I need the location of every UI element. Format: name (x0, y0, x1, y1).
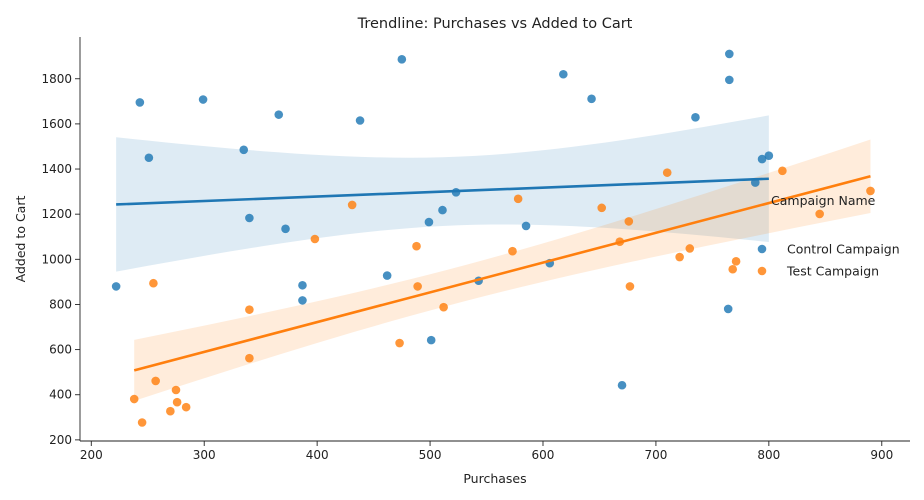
y-tick-label: 1400 (41, 162, 72, 176)
data-point (513, 194, 523, 204)
trend-lines (116, 174, 871, 372)
trend-line (133, 174, 871, 372)
data-point (412, 241, 421, 251)
legend-marker (757, 244, 767, 254)
data-point (245, 213, 254, 223)
x-tick-label: 500 (419, 448, 442, 462)
scatter-points (111, 49, 875, 427)
data-point (559, 69, 568, 79)
data-point (413, 282, 422, 291)
x-axis-title: Purchases (463, 471, 526, 486)
data-point (725, 49, 734, 59)
y-tick-label: 1200 (41, 207, 72, 221)
y-ticks: 200 400 600 800 1000 1200 1400 1600 1800 (41, 72, 80, 447)
trend-line (116, 177, 769, 206)
data-point (129, 394, 139, 404)
data-point (521, 221, 531, 231)
y-tick-label: 800 (49, 297, 72, 311)
confidence-band (116, 115, 769, 272)
data-point (691, 113, 700, 122)
x-tick-label: 800 (757, 448, 780, 462)
y-tick-label: 1800 (41, 72, 72, 86)
data-point (624, 217, 634, 226)
x-tick-label: 400 (306, 448, 329, 462)
data-point (135, 98, 145, 107)
axes (79, 37, 910, 442)
data-point (723, 304, 733, 314)
y-tick-label: 400 (49, 388, 72, 402)
confidence-band (134, 139, 871, 401)
data-point (239, 145, 249, 155)
data-point (347, 200, 357, 210)
data-point (815, 209, 824, 219)
data-point (149, 278, 158, 288)
data-point (866, 186, 875, 196)
data-point (245, 305, 254, 314)
data-point (757, 154, 767, 164)
data-point (395, 338, 404, 348)
y-tick-label: 1000 (41, 252, 72, 266)
confidence-bands (116, 115, 871, 401)
data-point (382, 271, 392, 280)
y-tick-label: 1600 (41, 117, 72, 131)
x-tick-label: 700 (644, 448, 667, 462)
data-point (617, 380, 627, 390)
data-point (166, 406, 175, 416)
legend-title: Campaign Name (771, 193, 876, 208)
legend-label: Test Campaign (786, 264, 879, 279)
data-point (625, 282, 635, 291)
data-point (662, 168, 672, 177)
data-point (397, 55, 407, 64)
data-point (597, 203, 607, 213)
data-point (439, 302, 448, 312)
data-point (675, 252, 684, 262)
data-point (508, 246, 517, 256)
data-point (731, 257, 741, 266)
data-point (725, 75, 734, 85)
data-point (778, 166, 787, 176)
data-point (298, 280, 307, 290)
data-point (198, 95, 208, 104)
data-point (426, 335, 436, 345)
data-point (685, 244, 695, 253)
data-point (587, 94, 596, 104)
x-tick-label: 900 (870, 448, 893, 462)
data-point (181, 402, 191, 412)
x-tick-label: 200 (80, 448, 103, 462)
y-tick-label: 600 (49, 343, 72, 357)
legend-label: Control Campaign (787, 242, 900, 257)
x-tick-label: 600 (532, 448, 555, 462)
data-point (281, 224, 290, 234)
data-point (111, 282, 121, 291)
data-point (355, 116, 365, 125)
legend-marker (757, 266, 767, 276)
data-point (137, 418, 147, 427)
data-point (438, 205, 447, 215)
data-point (310, 234, 320, 244)
data-point (171, 385, 181, 395)
y-tick-label: 200 (49, 433, 72, 447)
y-axis-title: Added to Cart (13, 196, 28, 283)
data-point (764, 151, 774, 161)
chart-title: Trendline: Purchases vs Added to Cart (357, 16, 633, 32)
data-point (245, 353, 254, 363)
x-ticks: 200 300 400 500 600 700 800 900 (80, 441, 893, 462)
data-point (274, 110, 284, 119)
data-point (298, 296, 307, 305)
data-point (144, 153, 154, 163)
data-point (172, 397, 182, 407)
x-tick-label: 300 (193, 448, 216, 462)
data-point (151, 376, 160, 386)
legend: Campaign Name Control Campaign Test Campa… (757, 193, 900, 279)
data-point (424, 217, 434, 227)
data-point (728, 264, 738, 274)
